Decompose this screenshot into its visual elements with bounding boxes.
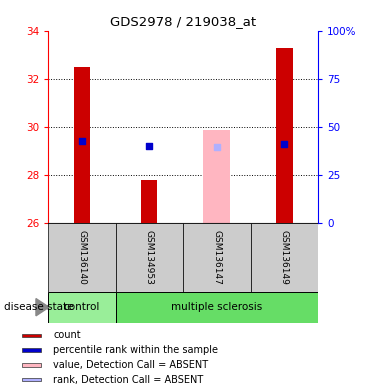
- Text: multiple sclerosis: multiple sclerosis: [171, 302, 263, 312]
- Bar: [183, 223, 250, 292]
- Bar: [74, 67, 90, 223]
- Text: count: count: [53, 330, 81, 340]
- Text: GSM136147: GSM136147: [212, 230, 221, 285]
- Polygon shape: [36, 299, 49, 316]
- Bar: [22, 378, 41, 381]
- Title: GDS2978 / 219038_at: GDS2978 / 219038_at: [110, 15, 256, 28]
- Bar: [204, 130, 231, 223]
- Bar: [48, 292, 115, 323]
- Text: disease state: disease state: [4, 302, 73, 312]
- Bar: [22, 334, 41, 337]
- Text: control: control: [64, 302, 100, 312]
- Bar: [22, 363, 41, 367]
- Point: [79, 138, 85, 144]
- Bar: [115, 292, 318, 323]
- Point: [214, 144, 220, 150]
- Text: rank, Detection Call = ABSENT: rank, Detection Call = ABSENT: [53, 375, 203, 384]
- Point: [214, 138, 220, 144]
- Text: GSM134953: GSM134953: [145, 230, 154, 285]
- Text: GSM136149: GSM136149: [280, 230, 289, 285]
- Bar: [48, 223, 115, 292]
- Point: [147, 143, 152, 149]
- Bar: [276, 48, 293, 223]
- Text: value, Detection Call = ABSENT: value, Detection Call = ABSENT: [53, 360, 208, 370]
- Bar: [250, 223, 318, 292]
- Bar: [115, 223, 183, 292]
- Point: [282, 141, 287, 147]
- Bar: [141, 180, 158, 223]
- Bar: [22, 348, 41, 352]
- Text: GSM136140: GSM136140: [77, 230, 86, 285]
- Text: percentile rank within the sample: percentile rank within the sample: [53, 345, 218, 355]
